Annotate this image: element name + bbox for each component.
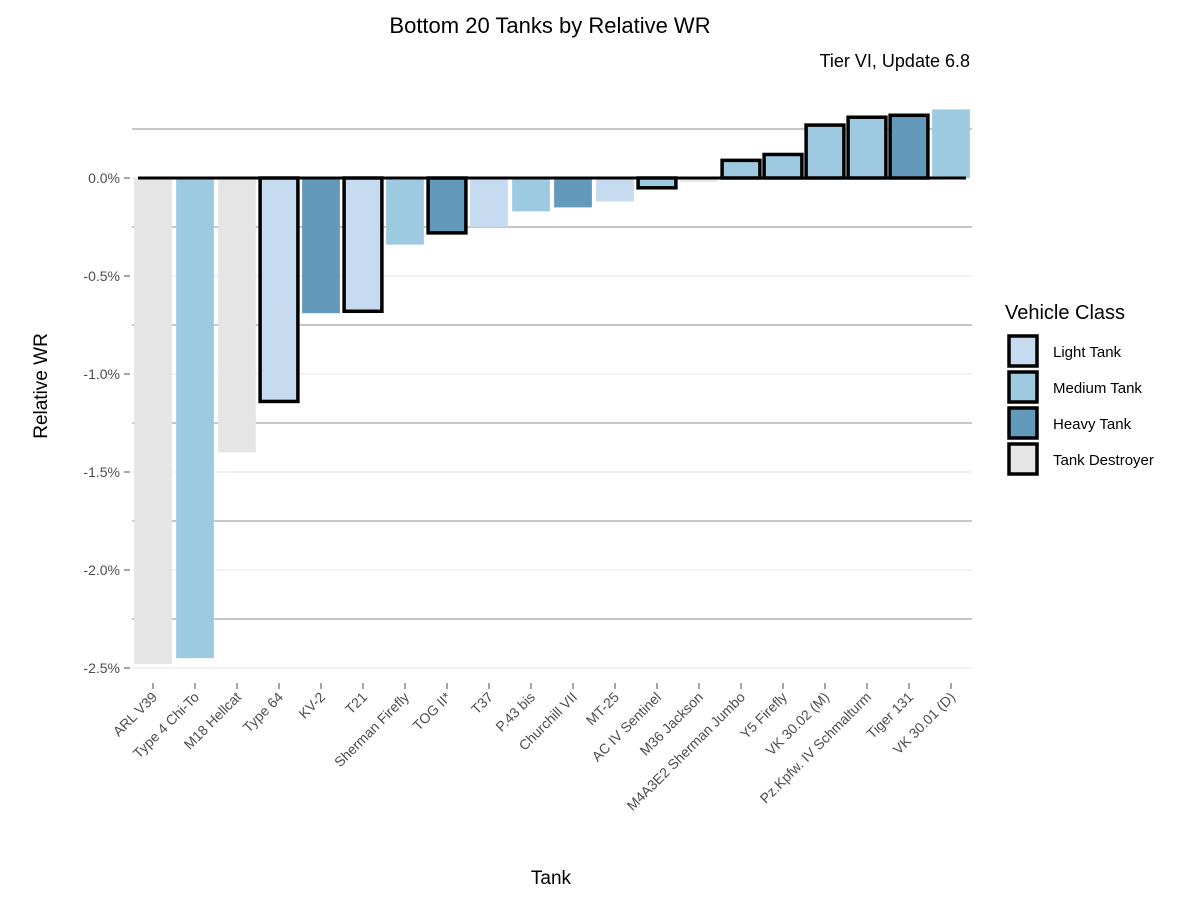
y-tick-label: -2.5% bbox=[83, 660, 120, 676]
x-tick-label: T37 bbox=[468, 689, 497, 718]
x-tick-label: Type 64 bbox=[240, 689, 287, 736]
bar bbox=[804, 123, 846, 180]
bar bbox=[176, 178, 214, 659]
bar bbox=[846, 115, 888, 180]
y-tick-label: -0.5% bbox=[83, 268, 120, 284]
y-tick-label: 0.0% bbox=[88, 170, 120, 186]
bar bbox=[134, 178, 172, 665]
y-tick-label: -1.5% bbox=[83, 464, 120, 480]
y-axis-title: Relative WR bbox=[31, 333, 52, 439]
y-tick-label: -2.0% bbox=[83, 562, 120, 578]
bar bbox=[426, 176, 468, 235]
legend-key bbox=[1007, 406, 1039, 440]
bar bbox=[386, 178, 424, 245]
x-axis-title: Tank bbox=[531, 868, 572, 889]
bar bbox=[762, 152, 804, 180]
bar bbox=[470, 178, 508, 227]
y-axis: 0.0% -0.5% -1.0% -1.5% -2.0% -2.5% bbox=[83, 170, 130, 676]
bar bbox=[512, 178, 550, 212]
legend-label: Medium Tank bbox=[1053, 380, 1142, 397]
legend: Vehicle Class Light Tank Medium Tank Heavy… bbox=[1005, 302, 1154, 476]
legend-title: Vehicle Class bbox=[1005, 302, 1125, 324]
x-tick-label: TOG II* bbox=[409, 688, 454, 733]
bar bbox=[218, 178, 256, 453]
x-tick-label: T21 bbox=[342, 689, 371, 718]
bar bbox=[342, 176, 384, 314]
legend-key bbox=[1007, 370, 1039, 404]
bars bbox=[134, 109, 970, 665]
legend-label: Tank Destroyer bbox=[1053, 452, 1154, 469]
gridlines bbox=[132, 128, 972, 669]
bar bbox=[680, 178, 718, 182]
legend-key bbox=[1007, 442, 1039, 476]
bar bbox=[554, 178, 592, 208]
legend-label: Light Tank bbox=[1053, 344, 1122, 361]
x-tick-label: MT-25 bbox=[583, 689, 623, 729]
legend-key bbox=[1007, 334, 1039, 368]
y-tick-label: -1.0% bbox=[83, 366, 120, 382]
chart-subtitle: Tier VI, Update 6.8 bbox=[820, 51, 970, 71]
x-tick-label: Sherman Firefly bbox=[331, 689, 412, 770]
bar bbox=[258, 176, 300, 404]
legend-label: Heavy Tank bbox=[1053, 416, 1132, 433]
bar bbox=[596, 178, 634, 202]
bar bbox=[932, 109, 970, 178]
bar bbox=[888, 113, 930, 180]
bar bbox=[302, 178, 340, 314]
bar bbox=[720, 158, 762, 180]
chart-title: Bottom 20 Tanks by Relative WR bbox=[389, 13, 710, 38]
x-tick-label: KV-2 bbox=[295, 689, 328, 722]
